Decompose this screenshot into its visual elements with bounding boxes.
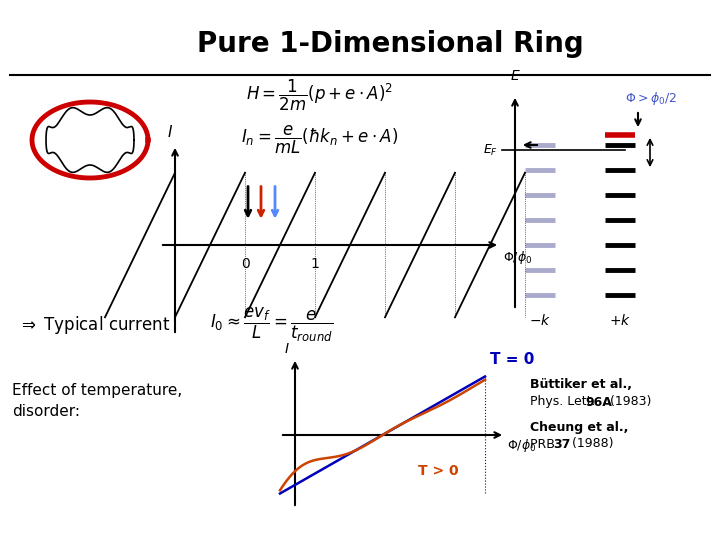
Text: $H = \dfrac{1}{2m}(p + e \cdot A)^2$: $H = \dfrac{1}{2m}(p + e \cdot A)^2$ (246, 77, 394, 113)
Text: 0: 0 (240, 257, 249, 271)
Text: (1988): (1988) (568, 437, 613, 450)
Text: $+k$: $+k$ (609, 313, 631, 328)
Text: $I_0 \approx \dfrac{ev_f}{L} = \dfrac{e}{t_{round}}$: $I_0 \approx \dfrac{ev_f}{L} = \dfrac{e}… (210, 306, 333, 344)
Text: Büttiker et al.,: Büttiker et al., (530, 379, 632, 392)
Text: $\Phi > \phi_0/2$: $\Phi > \phi_0/2$ (625, 90, 677, 107)
Text: $E_F$: $E_F$ (483, 143, 498, 158)
Text: T > 0: T > 0 (418, 464, 459, 478)
Text: PRB: PRB (530, 437, 559, 450)
Text: Effect of temperature,: Effect of temperature, (12, 382, 182, 397)
Text: 1: 1 (310, 257, 320, 271)
Text: 96A: 96A (585, 395, 612, 408)
Text: Cheung et al.,: Cheung et al., (530, 421, 629, 434)
Text: T = 0: T = 0 (490, 353, 534, 368)
Text: disorder:: disorder: (12, 404, 80, 420)
Text: $I$: $I$ (167, 124, 173, 140)
Text: $I_n = \dfrac{e}{mL}(\hbar k_n + e \cdot A)$: $I_n = \dfrac{e}{mL}(\hbar k_n + e \cdot… (241, 124, 399, 156)
Text: Pure 1-Dimensional Ring: Pure 1-Dimensional Ring (197, 30, 583, 58)
Text: $\Phi/\phi_0$: $\Phi/\phi_0$ (507, 436, 536, 454)
Text: 37: 37 (553, 437, 570, 450)
Text: $-k$: $-k$ (529, 313, 551, 328)
Text: $I$: $I$ (284, 342, 290, 356)
Text: Phys. Lett.: Phys. Lett. (530, 395, 600, 408)
Text: (1983): (1983) (606, 395, 652, 408)
Text: $\Rightarrow$ Typical current: $\Rightarrow$ Typical current (18, 314, 171, 336)
Text: $\Phi/\phi_0$: $\Phi/\phi_0$ (503, 248, 532, 266)
Text: $E$: $E$ (510, 69, 521, 83)
